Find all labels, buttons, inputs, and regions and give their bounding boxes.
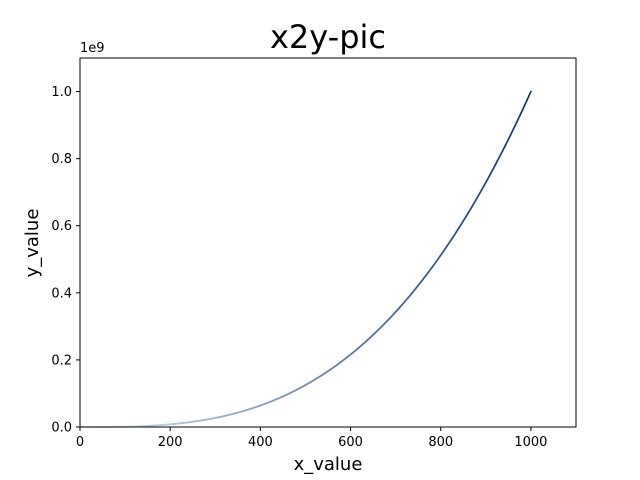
x-tick-label: 1000 [514, 435, 547, 450]
x-axis-title: x_value [294, 454, 363, 475]
x-tick-label: 0 [76, 435, 84, 450]
data-point [530, 90, 532, 93]
plot-background [80, 58, 576, 427]
y-tick-label: 0.0 [51, 421, 72, 436]
x-tick-label: 400 [248, 435, 273, 450]
y-axis-title: y_value [22, 209, 43, 278]
x-tick-label: 800 [428, 435, 453, 450]
x-axis-ticks: 0 200 400 600 800 1000 [76, 427, 547, 450]
plot-area [79, 57, 577, 428]
y-tick-label: 0.4 [51, 286, 72, 301]
x-tick-label: 200 [158, 435, 183, 450]
y-axis-ticks: 0.0 0.2 0.4 0.6 0.8 1.0 [51, 85, 80, 436]
y-tick-label: 0.8 [51, 152, 72, 167]
chart-title: x2y-pic [270, 18, 386, 56]
y-tick-label: 1.0 [51, 85, 72, 100]
y-tick-label: 0.2 [51, 353, 72, 368]
plot-frame [79, 57, 577, 428]
y-tick-label: 0.6 [51, 219, 72, 234]
x-tick-label: 600 [338, 435, 363, 450]
y-axis-offset-label: 1e9 [80, 41, 105, 56]
